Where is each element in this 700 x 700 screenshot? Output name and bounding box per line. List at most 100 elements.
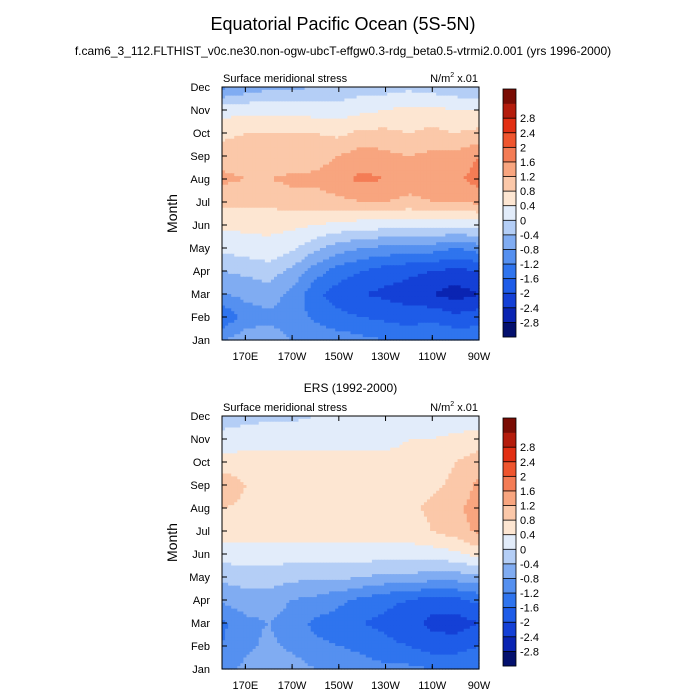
contour-cell bbox=[344, 87, 349, 91]
contour-cell bbox=[298, 107, 303, 111]
contour-cell bbox=[405, 127, 410, 131]
contour-cell bbox=[365, 133, 370, 137]
contour-cell bbox=[225, 141, 229, 146]
contour-cell bbox=[454, 104, 459, 108]
contour-cell bbox=[402, 87, 407, 91]
contour-cell bbox=[393, 133, 397, 137]
contour-cell bbox=[307, 87, 312, 91]
contour-cell bbox=[426, 110, 431, 114]
contour-cell bbox=[280, 101, 284, 105]
contour-cell bbox=[267, 92, 272, 97]
contour-cell bbox=[448, 92, 453, 97]
contour-cell bbox=[393, 89, 397, 94]
contour-cell bbox=[246, 135, 251, 140]
contour-cell bbox=[258, 101, 263, 105]
contour-cell bbox=[469, 121, 474, 125]
contour-cell bbox=[316, 98, 321, 102]
contour-cell bbox=[243, 118, 248, 123]
contour-cell bbox=[322, 101, 327, 105]
contour-cell bbox=[451, 92, 456, 97]
contour-cell bbox=[384, 110, 388, 114]
contour-cell bbox=[381, 101, 385, 105]
contour-cell bbox=[243, 130, 248, 134]
contour-cell bbox=[292, 104, 297, 108]
contour-cell bbox=[310, 130, 315, 134]
contour-cell bbox=[433, 133, 437, 137]
contour-cell bbox=[457, 121, 462, 125]
contour-cell bbox=[436, 104, 440, 108]
contour-cell bbox=[451, 89, 456, 94]
contour-cell bbox=[274, 112, 278, 117]
contour-cell bbox=[316, 138, 321, 143]
contour-cell bbox=[222, 98, 226, 102]
contour-cell bbox=[445, 141, 450, 146]
contour-cell bbox=[390, 133, 394, 137]
contour-cell bbox=[356, 104, 361, 108]
contour-cell bbox=[258, 95, 263, 100]
contour-cell bbox=[423, 133, 428, 137]
contour-cell bbox=[295, 124, 300, 128]
contour-cell bbox=[362, 110, 367, 114]
contour-cell bbox=[393, 110, 397, 114]
contour-cell bbox=[222, 95, 226, 100]
contour-cell bbox=[439, 107, 443, 111]
contour-cell bbox=[332, 112, 336, 117]
contour-cell bbox=[277, 130, 281, 134]
contour-cell bbox=[402, 92, 407, 97]
contour-cell bbox=[258, 118, 263, 123]
contour-cell bbox=[225, 92, 229, 97]
contour-cell bbox=[274, 89, 278, 94]
contour-cell bbox=[420, 135, 425, 140]
contour-cell bbox=[255, 110, 260, 114]
contour-cell bbox=[374, 104, 379, 108]
contour-cell bbox=[274, 118, 278, 123]
contour-cell bbox=[402, 98, 407, 102]
contour-cell bbox=[399, 133, 404, 137]
contour-cell bbox=[301, 121, 306, 125]
contour-cell bbox=[414, 92, 419, 97]
contour-cell bbox=[292, 135, 297, 140]
contour-cell bbox=[326, 138, 330, 143]
contour-cell bbox=[454, 95, 459, 100]
contour-cell bbox=[243, 110, 248, 114]
contour-cell bbox=[365, 101, 370, 105]
contour-cell bbox=[469, 92, 474, 97]
contour-cell bbox=[371, 101, 376, 105]
contour-cell bbox=[298, 101, 303, 105]
contour-cell bbox=[228, 104, 232, 108]
contour-cell bbox=[356, 141, 361, 146]
contour-cell bbox=[408, 135, 413, 140]
contour-cell bbox=[249, 118, 254, 123]
contour-cell bbox=[326, 89, 330, 94]
contour-cell bbox=[341, 127, 345, 131]
contour-cell bbox=[329, 89, 333, 94]
contour-cell bbox=[350, 95, 355, 100]
contour-cell bbox=[338, 104, 342, 108]
contour-cell bbox=[243, 98, 248, 102]
contour-cell bbox=[408, 124, 413, 128]
contour-cell bbox=[457, 138, 462, 143]
contour-cell bbox=[414, 110, 419, 114]
contour-cell bbox=[283, 141, 287, 146]
contour-cell bbox=[329, 104, 333, 108]
contour-cell bbox=[264, 130, 269, 134]
contour-cell bbox=[396, 127, 401, 131]
contour-cell bbox=[338, 87, 342, 91]
contour-cell bbox=[362, 124, 367, 128]
contour-cell bbox=[417, 138, 422, 143]
contour-cell bbox=[344, 112, 349, 117]
contour-cell bbox=[387, 104, 391, 108]
contour-cell bbox=[396, 89, 401, 94]
contour-cell bbox=[277, 118, 281, 123]
contour-cell bbox=[423, 87, 428, 91]
contour-cell bbox=[472, 127, 477, 131]
contour-cell bbox=[252, 141, 257, 146]
contour-cell bbox=[277, 110, 281, 114]
contour-cell bbox=[322, 87, 327, 91]
contour-cell bbox=[365, 87, 370, 91]
contour-cell bbox=[289, 138, 293, 143]
contour-cell bbox=[430, 104, 434, 108]
contour-cell bbox=[384, 121, 388, 125]
contour-cell bbox=[472, 115, 477, 120]
contour-cell bbox=[310, 110, 315, 114]
